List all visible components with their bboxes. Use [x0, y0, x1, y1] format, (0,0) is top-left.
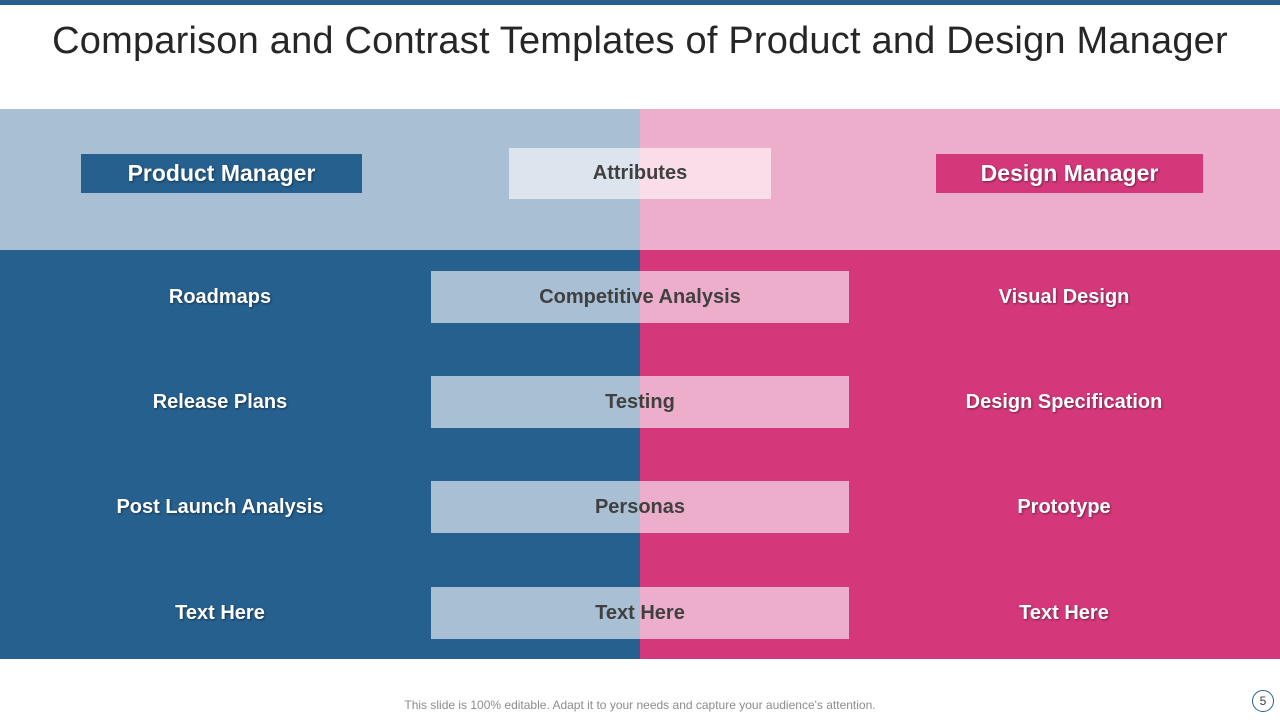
design-manager-header: Design Manager	[936, 154, 1203, 193]
product-manager-header: Product Manager	[81, 154, 362, 193]
page-number: 5	[1252, 690, 1274, 712]
design-manager-item-label: Prototype	[1017, 495, 1111, 518]
design-manager-item-label: Text Here	[1019, 601, 1109, 624]
design-manager-item: Visual Design	[849, 271, 1280, 323]
attribute-item: Testing	[431, 376, 849, 428]
product-manager-item: Release Plans	[152, 390, 288, 413]
product-manager-item: Roadmaps	[168, 285, 272, 308]
product-manager-item: Text Here	[175, 601, 265, 624]
design-manager-item: Text Here	[849, 587, 1280, 639]
attribute-item: Competitive Analysis	[431, 271, 849, 323]
attributes-header: Attributes	[509, 148, 771, 199]
design-manager-item: Prototype	[849, 481, 1280, 533]
design-manager-item-label: Design Specification	[965, 390, 1163, 413]
slide-title: Comparison and Contrast Templates of Pro…	[52, 20, 1228, 62]
footer-note: This slide is 100% editable. Adapt it to…	[404, 698, 876, 712]
product-manager-item: Post Launch Analysis	[116, 495, 324, 518]
attribute-item: Personas	[431, 481, 849, 533]
design-manager-item: Design Specification	[849, 376, 1280, 428]
top-accent-bar	[0, 0, 1280, 5]
design-manager-item-label: Visual Design	[998, 285, 1130, 308]
attribute-item: Text Here	[431, 587, 849, 639]
